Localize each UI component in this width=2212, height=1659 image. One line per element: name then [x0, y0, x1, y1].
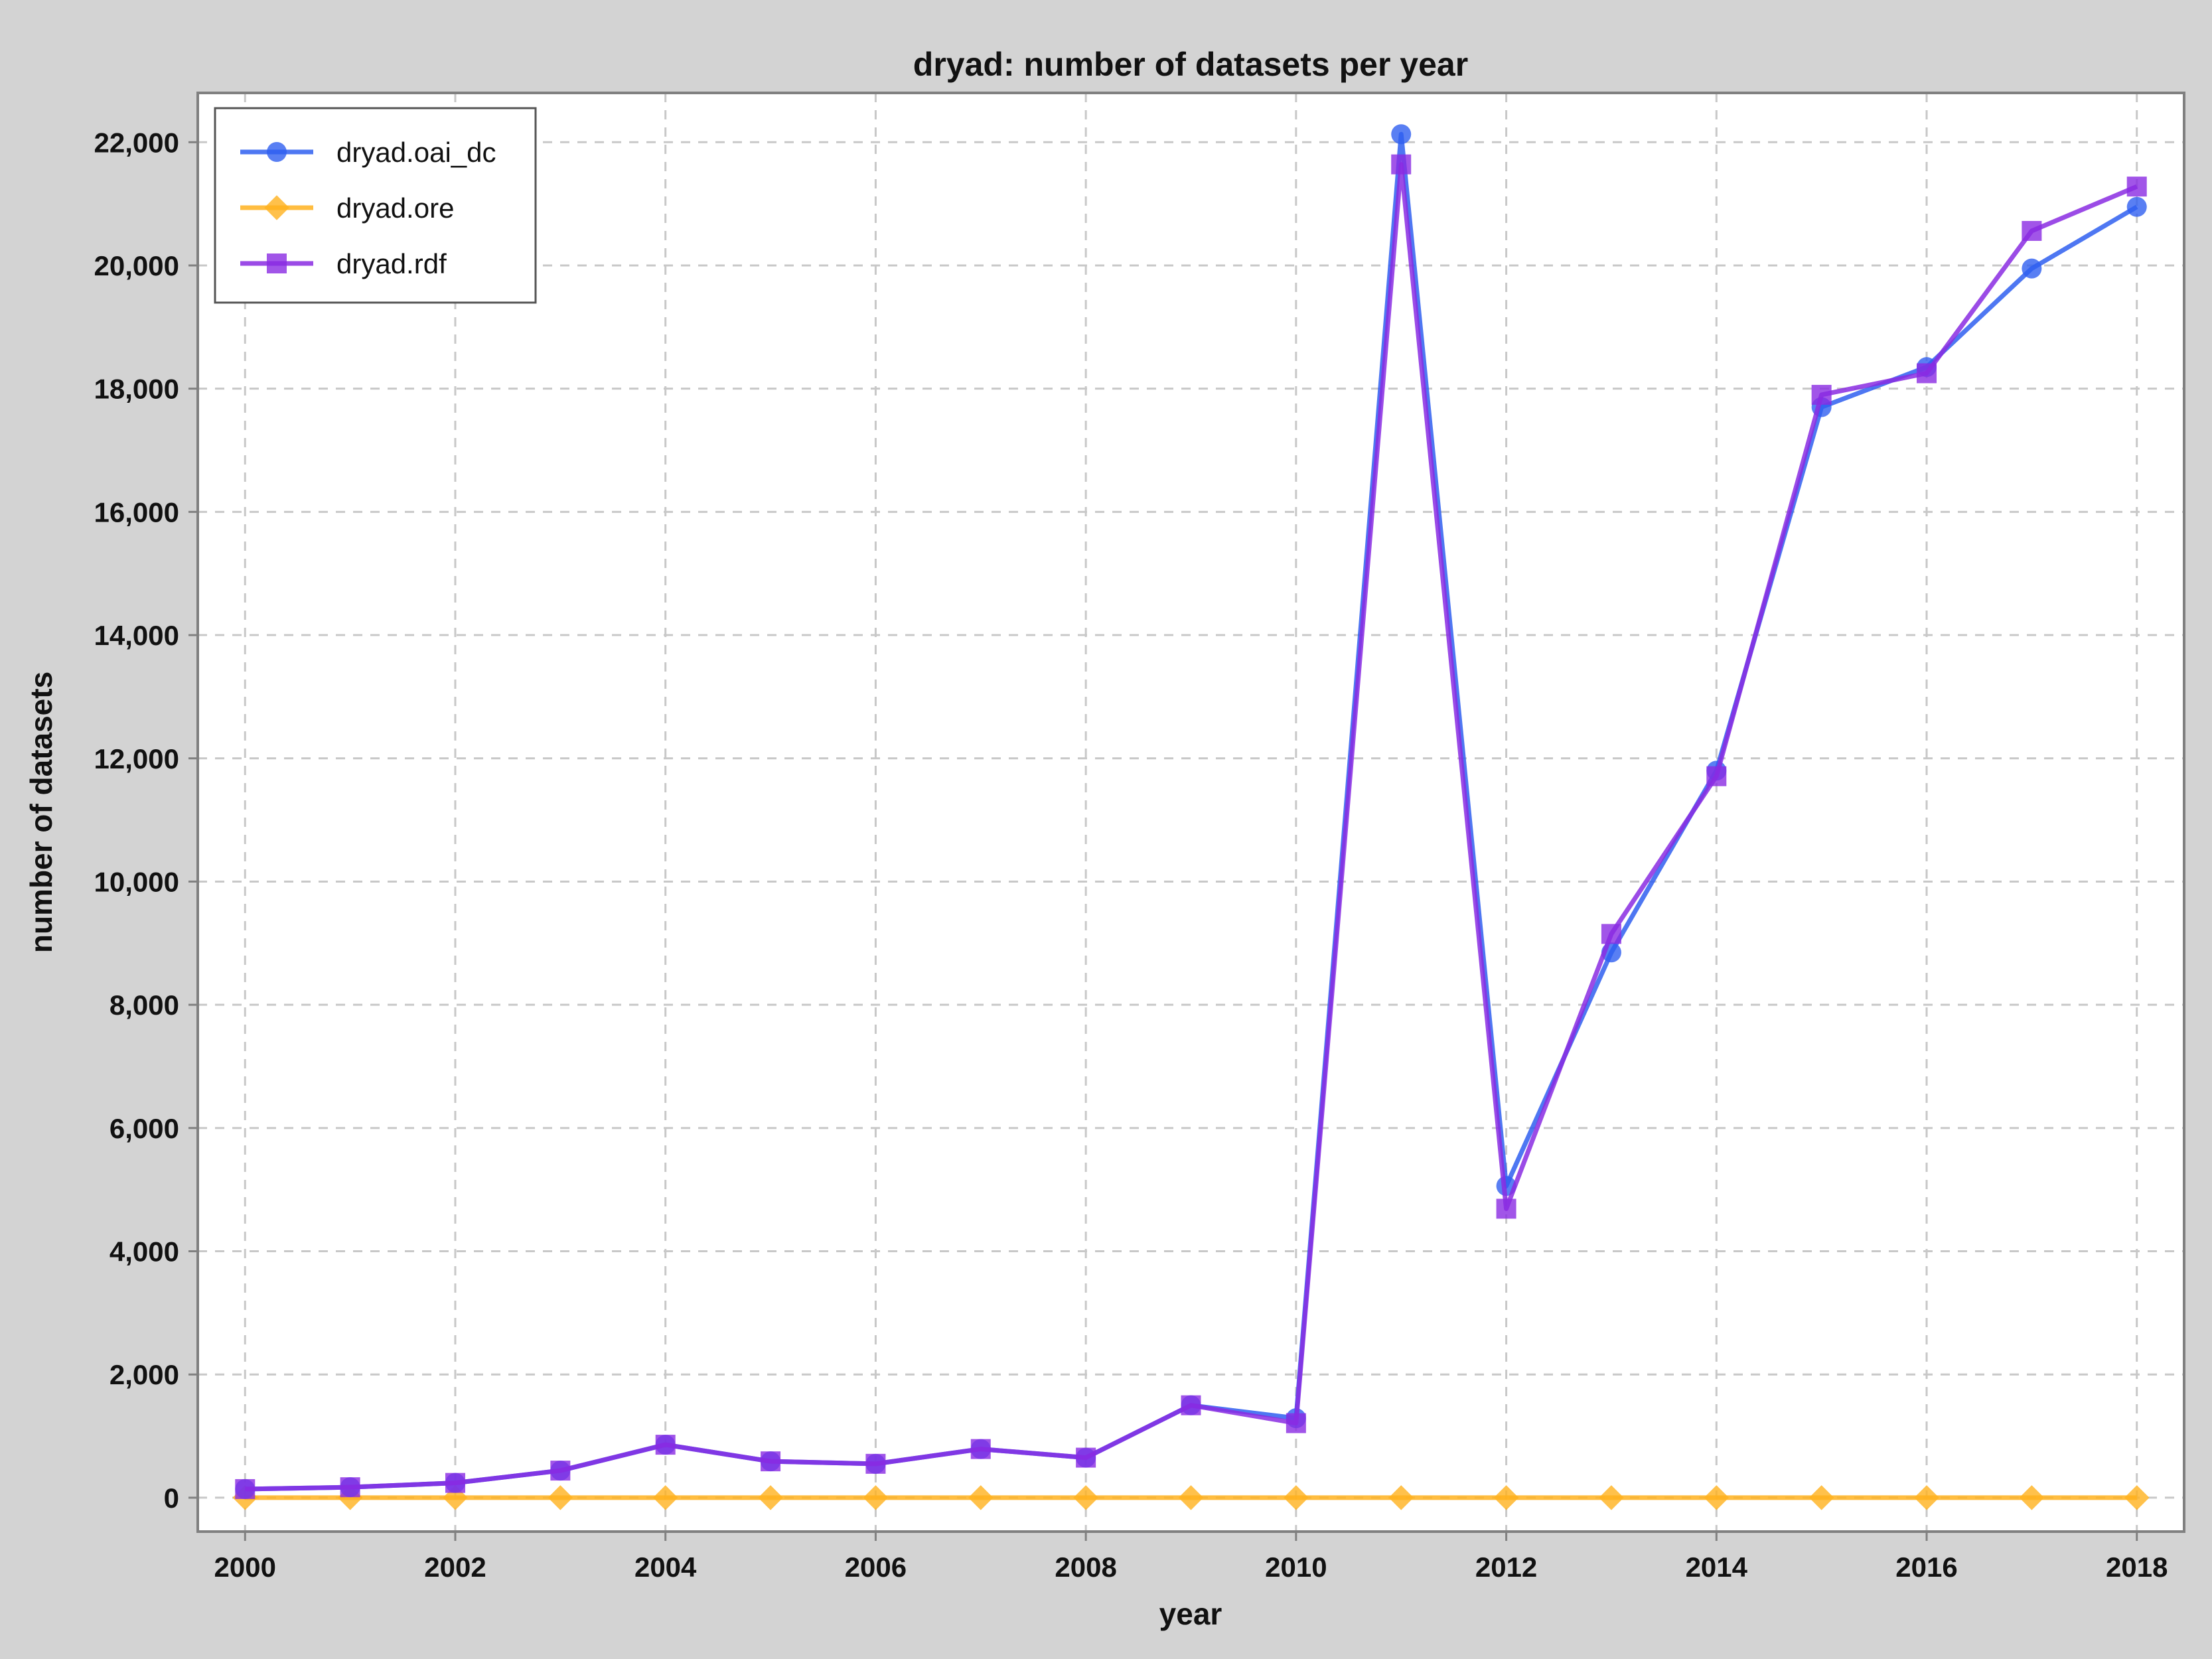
chart-title: dryad: number of datasets per year — [913, 46, 1468, 83]
plot-frame — [196, 92, 2185, 1533]
data-point — [968, 1485, 994, 1510]
data-point — [761, 1451, 781, 1472]
data-point — [865, 1453, 886, 1474]
data-point — [548, 1485, 573, 1510]
data-point — [1808, 1485, 1834, 1510]
legend-item: dryad.ore — [240, 192, 454, 224]
y-tick-label: 0 — [164, 1482, 179, 1514]
data-point — [1178, 1485, 1204, 1510]
x-tick-label: 2014 — [1686, 1551, 1748, 1583]
y-tick-label: 12,000 — [94, 743, 179, 774]
y-tick-label: 8,000 — [110, 989, 179, 1021]
x-tick-label: 2008 — [1055, 1551, 1116, 1583]
data-point — [1599, 1485, 1624, 1510]
legend-item: dryad.rdf — [240, 248, 447, 279]
data-point — [758, 1485, 783, 1510]
y-tick-label: 22,000 — [94, 127, 179, 158]
x-tick-label: 2004 — [634, 1551, 697, 1583]
y-tick-label: 16,000 — [94, 496, 179, 528]
data-point — [1811, 384, 1832, 405]
y-axis-label: number of datasets — [24, 672, 58, 953]
y-tick-label: 10,000 — [94, 866, 179, 897]
data-point — [863, 1485, 889, 1510]
y-tick-label: 14,000 — [94, 620, 179, 651]
data-point — [1704, 1485, 1730, 1510]
data-point — [235, 1479, 256, 1499]
data-point — [652, 1485, 678, 1510]
data-point — [1917, 363, 1937, 384]
x-tick-label: 2012 — [1475, 1551, 1537, 1583]
x-tick-label: 2010 — [1265, 1551, 1327, 1583]
plot-background — [198, 93, 2184, 1532]
data-point — [970, 1439, 991, 1459]
data-point — [1391, 154, 1412, 175]
data-point — [1601, 924, 1621, 944]
x-tick-label: 2016 — [1895, 1551, 1957, 1583]
legend: dryad.oai_dc dryad.ore dryad.rdf — [214, 107, 537, 304]
axis-ticks: 2000 2002 2004 2006 2008 2010 2012 2014 2016 2018… — [94, 127, 2168, 1583]
data-point — [2022, 258, 2042, 279]
data-point — [550, 1461, 571, 1481]
series-dryad.rdf — [235, 154, 2147, 1499]
legend-marker — [264, 195, 289, 220]
y-tick-label: 20,000 — [94, 250, 179, 281]
y-tick-label: 2,000 — [110, 1359, 179, 1390]
data-point — [1076, 1447, 1096, 1468]
data-point — [1496, 1198, 1516, 1219]
data-point — [2126, 177, 2147, 197]
data-point — [655, 1435, 676, 1455]
legend-label: dryad.rdf — [336, 248, 447, 279]
legend-label: dryad.oai_dc — [336, 137, 496, 168]
y-tick-label: 6,000 — [110, 1113, 179, 1144]
data-point — [1391, 124, 1412, 145]
x-axis-label: year — [1159, 1597, 1222, 1631]
data-point — [1286, 1413, 1306, 1433]
data-point — [1073, 1485, 1098, 1510]
legend-marker — [267, 253, 287, 273]
legend-marker — [267, 142, 287, 162]
series-layer — [232, 124, 2150, 1510]
data-point — [1284, 1485, 1309, 1510]
data-point — [2022, 220, 2042, 241]
y-tick-label: 4,000 — [110, 1236, 179, 1267]
data-point — [1493, 1485, 1519, 1510]
data-point — [2124, 1485, 2150, 1510]
x-tick-label: 2000 — [214, 1551, 276, 1583]
x-tick-label: 2002 — [424, 1551, 486, 1583]
data-point — [2019, 1485, 2045, 1510]
data-point — [340, 1477, 360, 1498]
legend-label: dryad.ore — [336, 192, 454, 224]
data-point — [1181, 1395, 1201, 1415]
data-point — [1706, 766, 1727, 786]
grid-lines — [198, 93, 2184, 1532]
data-point — [1914, 1485, 1939, 1510]
legend-item: dryad.oai_dc — [240, 137, 496, 168]
data-point — [2126, 196, 2147, 217]
data-point — [1388, 1485, 1414, 1510]
data-point — [445, 1473, 465, 1493]
y-tick-label: 18,000 — [94, 374, 179, 405]
x-tick-label: 2006 — [845, 1551, 907, 1583]
x-tick-label: 2018 — [2106, 1551, 2168, 1583]
